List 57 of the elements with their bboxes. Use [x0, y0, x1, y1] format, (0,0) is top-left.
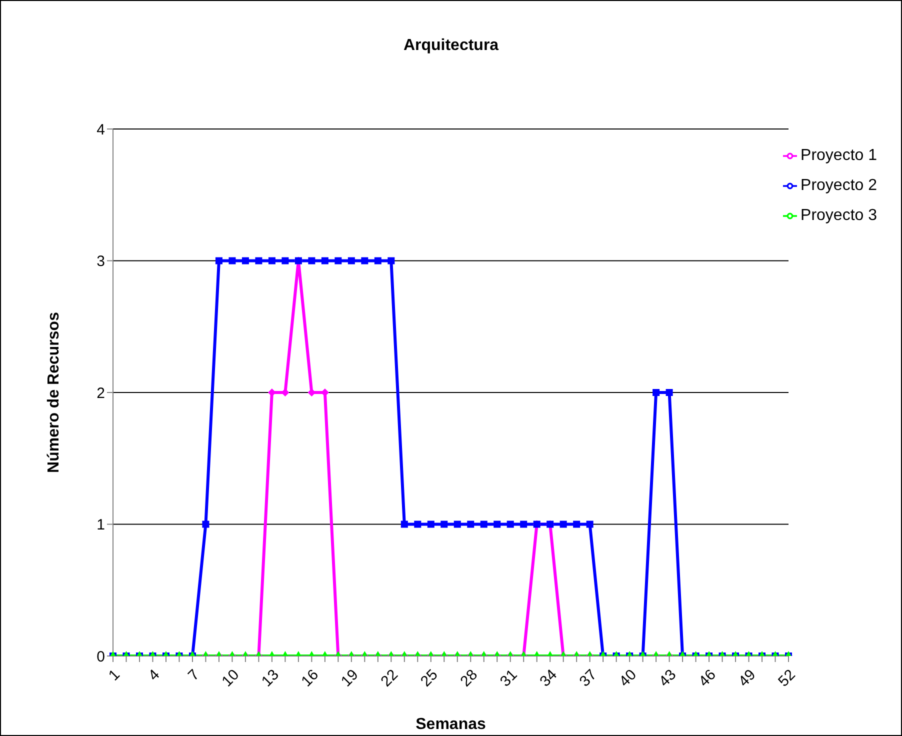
- point: [334, 257, 342, 264]
- x-tick-label: 43: [656, 666, 680, 690]
- x-tick-label: 31: [496, 666, 521, 690]
- point: [348, 257, 355, 264]
- point: [268, 257, 276, 264]
- point: [467, 520, 474, 528]
- point: [202, 520, 210, 528]
- x-tick-label: 34: [536, 666, 560, 690]
- x-tick-label: 13: [258, 666, 282, 690]
- x-tick-label: 28: [457, 666, 481, 690]
- point: [374, 257, 382, 264]
- legend-label: Proyecto 2: [800, 177, 877, 194]
- point: [414, 520, 422, 528]
- legend-label: Proyecto 1: [800, 147, 877, 164]
- point: [388, 257, 395, 264]
- y-tick-label: 1: [96, 516, 105, 534]
- x-tick-label: 10: [218, 666, 243, 690]
- point: [666, 389, 673, 396]
- x-tick-label: 37: [576, 666, 600, 690]
- point: [215, 257, 222, 264]
- point: [454, 520, 461, 528]
- point: [400, 520, 408, 528]
- point: [586, 520, 594, 528]
- point: [321, 257, 328, 264]
- y-tick-label: 3: [96, 253, 105, 270]
- y-tick-label: 4: [96, 121, 105, 138]
- x-tick-label: 40: [616, 666, 640, 690]
- point: [255, 257, 262, 264]
- x-tick-label: 16: [298, 666, 322, 690]
- x-tick-label: 46: [696, 666, 720, 690]
- y-tick-label: 0: [96, 648, 105, 666]
- point: [520, 520, 528, 528]
- x-tick-label: 52: [775, 666, 799, 690]
- x-tick-label: 25: [417, 666, 442, 690]
- legend-label: Proyecto 3: [800, 207, 877, 224]
- point: [242, 257, 249, 264]
- x-tick-label: 49: [735, 666, 760, 690]
- y-tick-label: 2: [96, 384, 105, 402]
- point: [228, 257, 236, 264]
- point: [440, 520, 448, 528]
- point: [480, 520, 488, 528]
- point: [361, 257, 368, 264]
- chart-title: Arquitectura: [402, 37, 500, 55]
- point: [308, 257, 316, 264]
- x-tick-label: 7: [184, 666, 203, 684]
- point: [506, 520, 514, 528]
- point: [427, 520, 434, 528]
- x-tick-label: 19: [338, 666, 362, 690]
- point: [560, 520, 567, 528]
- point: [494, 520, 501, 528]
- x-axis-title: Semanas: [416, 716, 486, 733]
- point: [652, 389, 660, 396]
- point: [573, 520, 580, 528]
- point: [282, 257, 289, 264]
- x-tick-label: 22: [378, 666, 402, 690]
- x-tick-label: 4: [145, 666, 164, 684]
- y-axis-title: Número de Recursos: [46, 312, 63, 473]
